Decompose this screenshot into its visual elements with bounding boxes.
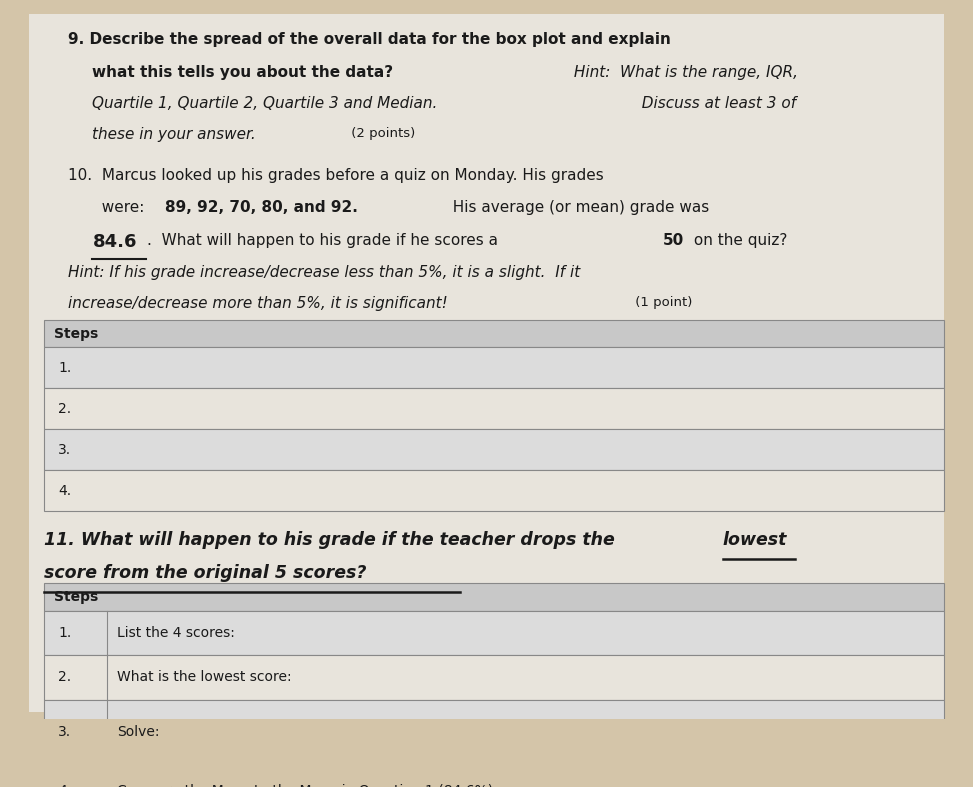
Text: 10.  Marcus looked up his grades before a quiz on Monday. His grades: 10. Marcus looked up his grades before a… [68, 168, 604, 183]
Text: 3.: 3. [58, 725, 71, 739]
FancyBboxPatch shape [44, 700, 944, 764]
Text: (2 points): (2 points) [347, 127, 415, 140]
Text: Solve:: Solve: [117, 725, 160, 739]
Text: His average (or mean) grade was: His average (or mean) grade was [443, 200, 709, 215]
Text: Steps: Steps [54, 589, 97, 604]
Text: 4.: 4. [58, 484, 71, 498]
Text: 2.: 2. [58, 402, 71, 416]
Text: on the quiz?: on the quiz? [689, 233, 787, 248]
Text: 11. What will happen to his grade if the teacher drops the: 11. What will happen to his grade if the… [44, 531, 621, 549]
FancyBboxPatch shape [44, 583, 944, 611]
Text: .  What will happen to his grade if he scores a: . What will happen to his grade if he sc… [147, 233, 503, 248]
Text: score from the original 5 scores?: score from the original 5 scores? [44, 563, 366, 582]
Text: What is the lowest score:: What is the lowest score: [117, 671, 291, 685]
FancyBboxPatch shape [44, 655, 944, 700]
Text: List the 4 scores:: List the 4 scores: [117, 626, 234, 640]
FancyBboxPatch shape [29, 14, 944, 712]
Text: What is the range, IQR,: What is the range, IQR, [620, 65, 798, 80]
Text: Hint: If his grade increase/decrease less than 5%, it is a slight.  If it: Hint: If his grade increase/decrease les… [68, 264, 580, 279]
Text: Discuss at least 3 of: Discuss at least 3 of [632, 96, 797, 111]
FancyBboxPatch shape [44, 611, 944, 655]
Text: 1.: 1. [58, 360, 72, 375]
Text: (1 point): (1 point) [631, 296, 692, 309]
FancyBboxPatch shape [44, 388, 944, 429]
Text: 3.: 3. [58, 443, 71, 456]
Text: Steps: Steps [54, 327, 97, 341]
FancyBboxPatch shape [44, 764, 944, 787]
Text: 84.6: 84.6 [92, 233, 137, 251]
Text: 1.: 1. [58, 626, 72, 640]
Text: 9. Describe the spread of the overall data for the box plot and explain: 9. Describe the spread of the overall da… [68, 32, 671, 47]
FancyBboxPatch shape [44, 429, 944, 471]
Text: these in your answer.: these in your answer. [92, 127, 256, 142]
FancyBboxPatch shape [44, 347, 944, 388]
Text: Compare the Mean to the Mean in Question 1 (84.6%): Compare the Mean to the Mean in Question… [117, 785, 493, 787]
Text: increase/decrease more than 5%, it is significant!: increase/decrease more than 5%, it is si… [68, 296, 448, 312]
FancyBboxPatch shape [44, 471, 944, 512]
Text: were:: were: [92, 200, 150, 215]
FancyBboxPatch shape [44, 320, 944, 347]
Text: 89, 92, 70, 80, and 92.: 89, 92, 70, 80, and 92. [165, 200, 358, 215]
Text: Quartile 1, Quartile 2, Quartile 3 and Median.: Quartile 1, Quartile 2, Quartile 3 and M… [92, 96, 438, 111]
Text: 2.: 2. [58, 671, 71, 685]
Text: what this tells you about the data?: what this tells you about the data? [92, 65, 393, 80]
Text: Hint:: Hint: [569, 65, 616, 80]
Text: 4.: 4. [58, 785, 71, 787]
Text: lowest: lowest [723, 531, 787, 549]
Text: 50: 50 [663, 233, 684, 248]
